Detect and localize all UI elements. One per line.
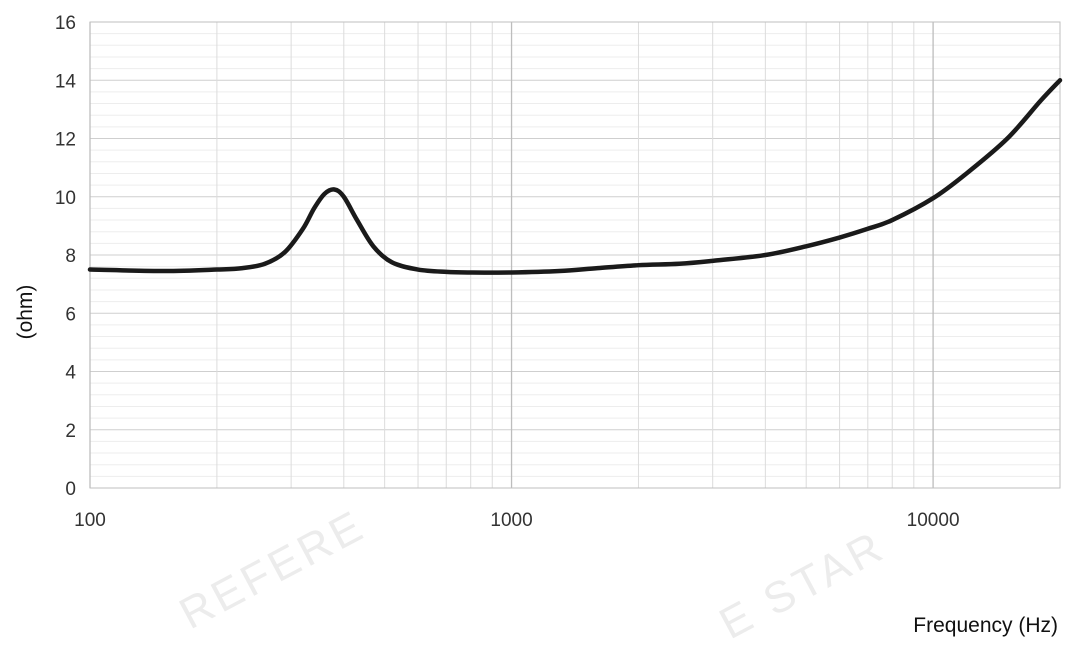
- y-tick-label: 12: [55, 130, 76, 151]
- y-tick-label: 6: [65, 304, 76, 325]
- x-tick-label: 100: [74, 510, 106, 531]
- x-tick-label: 10000: [907, 510, 960, 531]
- watermark-text-left: REFERE: [172, 501, 374, 639]
- x-tick-label: 1000: [490, 510, 532, 531]
- axes: 0 2 4 6 8 10 12 14 16 100 1000 10000: [55, 13, 1061, 531]
- grid: [89, 21, 1061, 489]
- impedance-series-line: [87, 78, 1063, 275]
- plot-frame: [89, 21, 1061, 489]
- y-tick-label: 16: [55, 13, 76, 34]
- y-tick-label: 2: [65, 421, 76, 442]
- y-tick-label: 8: [65, 246, 76, 267]
- y-axis-title: (ohm): [14, 285, 37, 340]
- series-layer: [87, 78, 1063, 275]
- x-axis-title: Frequency (Hz): [913, 614, 1058, 637]
- y-tick-label: 0: [65, 479, 76, 500]
- watermark-text-right: E STAR: [712, 521, 894, 642]
- y-tick-label: 14: [55, 71, 77, 92]
- y-tick-label: 4: [65, 363, 76, 384]
- y-tick-label: 10: [55, 188, 76, 209]
